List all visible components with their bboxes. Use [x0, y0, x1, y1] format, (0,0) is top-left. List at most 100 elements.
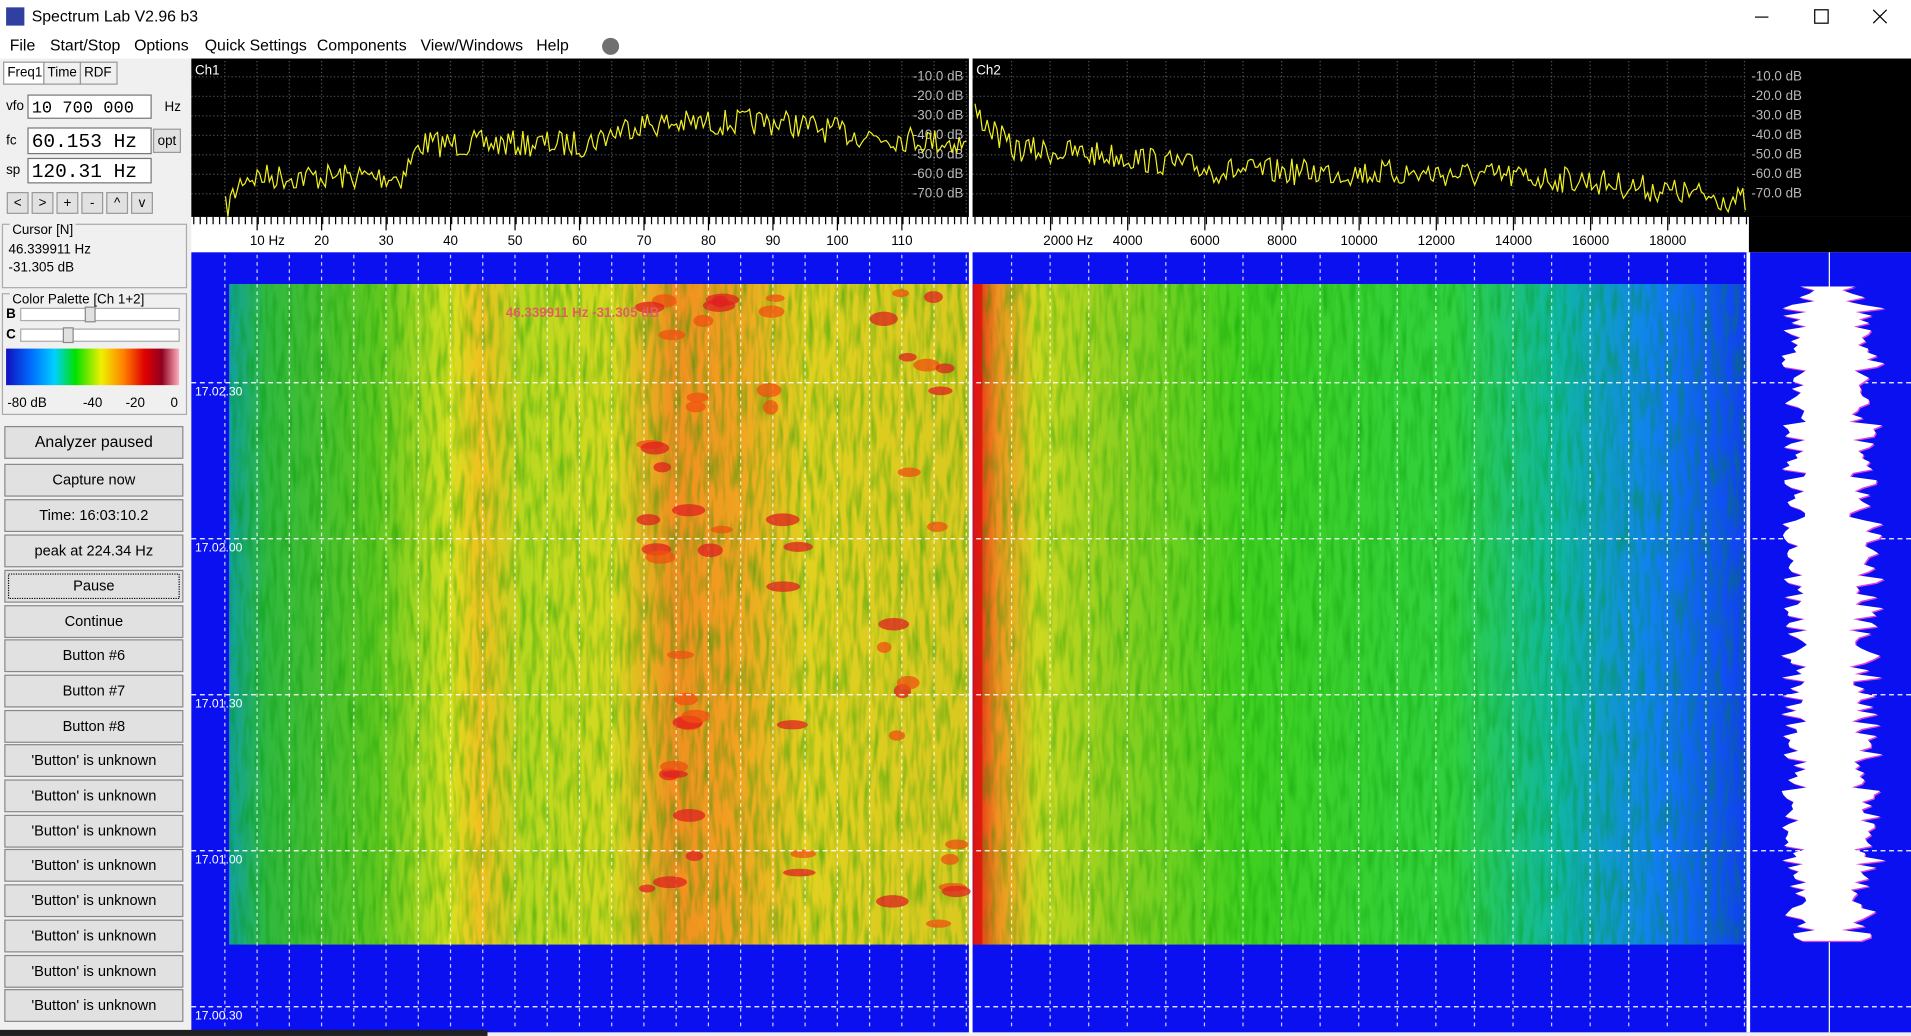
waterfall-hotspot [693, 314, 714, 327]
nav-button-label[interactable]: + [63, 195, 71, 210]
panel-button[interactable] [4, 989, 184, 1022]
db-tick-label: -10.0 dB [1751, 68, 1802, 83]
panel-button-label[interactable]: peak at 224.34 Hz [35, 543, 154, 559]
input-value[interactable]: 60.153 Hz [32, 131, 137, 153]
menu-item[interactable]: Quick Settings [205, 38, 307, 55]
panel-button-label[interactable]: 'Button' is unknown [31, 753, 156, 769]
panel-button[interactable] [4, 709, 184, 743]
input-value[interactable]: 120.31 Hz [32, 161, 137, 183]
menu-item[interactable]: Options [134, 38, 189, 55]
opt-label[interactable]: opt [158, 133, 177, 148]
slider-track[interactable] [20, 307, 180, 322]
input-field[interactable] [27, 94, 152, 119]
waterfall-hotspot [869, 311, 898, 327]
input-field[interactable] [27, 157, 152, 184]
panel-button[interactable] [4, 954, 184, 988]
panel-button[interactable] [4, 499, 184, 533]
field-label: fc [6, 132, 17, 147]
panel-button[interactable] [4, 814, 184, 848]
panel-button-label[interactable]: Button #8 [63, 719, 126, 735]
menu-item[interactable]: Start/Stop [50, 38, 121, 55]
tab-label[interactable]: Freq1 [7, 65, 42, 80]
panel-button[interactable] [4, 848, 184, 882]
waterfall-hotspot [898, 352, 917, 362]
panel-button-label[interactable]: 'Button' is unknown [31, 998, 156, 1014]
waterfall-hotspot [756, 383, 782, 398]
nav-button-label[interactable]: > [39, 195, 47, 210]
nav-button-label[interactable]: - [90, 195, 94, 210]
nav-button-label[interactable]: < [14, 195, 22, 210]
frequency-tick-label: 18000 [1649, 233, 1686, 248]
menu-item[interactable]: Components [317, 38, 407, 55]
menu-item[interactable]: Help [536, 38, 569, 55]
waterfall-hotspot [762, 400, 779, 415]
panel-button-label[interactable]: 'Button' is unknown [31, 893, 156, 909]
tab[interactable] [79, 61, 118, 85]
input-value[interactable]: 10 700 000 [32, 99, 134, 118]
panel-button[interactable] [4, 779, 184, 813]
panel-button-label[interactable]: Button #6 [63, 648, 126, 664]
panel-button-label[interactable]: Capture now [52, 473, 135, 489]
panel-button[interactable] [4, 639, 184, 673]
waterfall-hotspot [765, 294, 785, 303]
nav-button-label[interactable]: ^ [114, 195, 121, 210]
panel-button[interactable] [4, 744, 184, 777]
panel-button[interactable] [4, 425, 184, 459]
waterfall-hotspot [896, 675, 920, 690]
panel-button[interactable] [4, 674, 184, 708]
waterfall-hotspot [776, 720, 808, 730]
panel-button-label[interactable]: 'Button' is unknown [31, 964, 156, 980]
panel-button-label[interactable]: Analyzer paused [35, 434, 153, 451]
slider-track[interactable] [20, 328, 180, 342]
panel-button[interactable] [4, 919, 184, 953]
panel-button[interactable] [4, 534, 184, 568]
panel-button[interactable] [4, 463, 184, 497]
taskbar-edge [0, 1029, 488, 1036]
panel-button-label[interactable]: 'Button' is unknown [31, 858, 156, 874]
tab-label[interactable]: Time [48, 65, 77, 80]
panel-button-label[interactable]: Button #7 [63, 684, 126, 700]
waterfall-hotspot [636, 514, 661, 526]
panel-button-label[interactable]: 'Button' is unknown [31, 788, 156, 804]
waterfall-texture [229, 284, 969, 945]
nav-button-label[interactable]: v [139, 195, 146, 210]
nav-button[interactable] [31, 191, 54, 214]
panel-button-label[interactable]: Pause [73, 579, 114, 595]
tab-label[interactable]: RDF [84, 65, 112, 80]
db-tick-label: -20.0 dB [913, 88, 964, 103]
frequency-tick-label: 70 [637, 233, 652, 248]
input-field[interactable] [27, 127, 152, 155]
nav-button[interactable] [131, 191, 153, 214]
maximize-button[interactable] [1814, 9, 1829, 24]
frequency-tick-label: 40 [443, 233, 458, 248]
panel-button[interactable] [4, 605, 184, 639]
panel-button-label[interactable]: Time: 16:03:10.2 [39, 508, 148, 524]
slider-thumb[interactable] [84, 306, 96, 323]
close-button[interactable] [1872, 9, 1888, 24]
menu-item[interactable]: View/Windows [420, 38, 523, 55]
nav-button[interactable] [6, 191, 29, 214]
nav-button[interactable] [81, 191, 104, 214]
waterfall-hotspot [790, 849, 817, 859]
panel-button[interactable] [4, 569, 184, 603]
frequency-tick-label: 80 [701, 233, 716, 248]
opt-button[interactable] [152, 128, 181, 153]
panel-button-label[interactable]: Continue [65, 614, 123, 630]
box-title-bg [9, 223, 76, 236]
waterfall-hotspot [892, 289, 910, 298]
panel-button[interactable] [4, 884, 184, 918]
db-tick-label: -30.0 dB [1751, 107, 1802, 122]
time-label: 17.01.30 [195, 697, 243, 711]
waterfall-hotspot [888, 730, 906, 741]
waterfall-hotspot [660, 760, 689, 773]
slider-thumb[interactable] [62, 327, 74, 344]
nav-button[interactable] [56, 191, 79, 214]
panel-button-label[interactable]: 'Button' is unknown [31, 929, 156, 945]
nav-button[interactable] [106, 191, 129, 214]
menu-item[interactable]: File [10, 38, 36, 55]
panel-button-label[interactable]: 'Button' is unknown [31, 824, 156, 840]
time-label: 17.01.00 [195, 853, 243, 867]
waterfall-hotspot [923, 291, 943, 303]
waterfall-hotspot [653, 462, 672, 473]
